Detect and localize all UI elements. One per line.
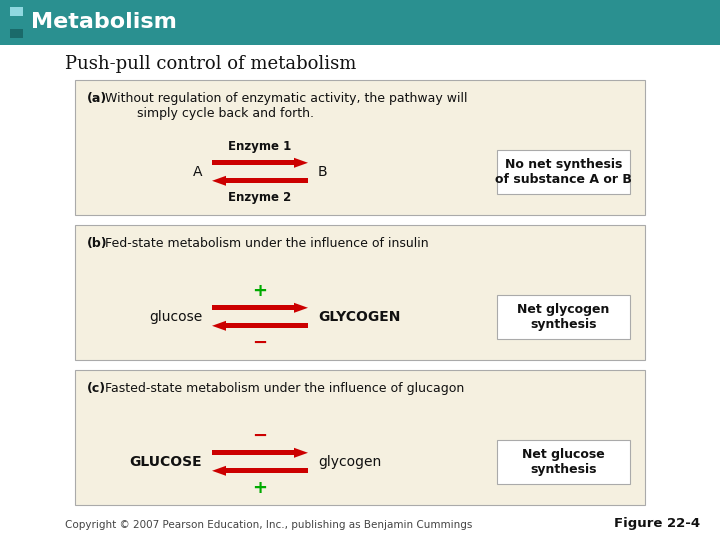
Bar [0,0,720,45]
Text: −: − [253,334,268,352]
Bar [75,80,645,215]
Text: Figure 22-4: Figure 22-4 [614,517,700,530]
Text: Net glycogen
synthesis: Net glycogen synthesis [517,303,610,331]
Text: +: + [253,282,268,300]
Text: Enzyme 2: Enzyme 2 [228,191,292,204]
Polygon shape [294,158,308,168]
Text: Net glucose
synthesis: Net glucose synthesis [522,448,605,476]
Polygon shape [294,448,308,458]
Bar [226,178,308,183]
Bar [10,7,23,16]
Text: Fasted-state metabolism under the influence of glucagon: Fasted-state metabolism under the influe… [105,382,464,395]
Text: Push-pull control of metabolism: Push-pull control of metabolism [65,55,356,73]
Text: Fed-state metabolism under the influence of insulin: Fed-state metabolism under the influence… [105,237,428,250]
Bar [497,295,630,339]
Bar [212,305,294,310]
Bar [497,150,630,194]
Text: −: − [253,427,268,445]
Polygon shape [294,303,308,313]
Bar [212,450,294,455]
Text: (c): (c) [87,382,106,395]
Text: A: A [192,165,202,179]
Text: GLUCOSE: GLUCOSE [130,455,202,469]
Bar [75,370,645,505]
Bar [212,160,294,165]
Polygon shape [212,466,226,476]
Text: glycogen: glycogen [318,455,382,469]
Text: GLYCOGEN: GLYCOGEN [318,310,400,324]
Text: Copyright © 2007 Pearson Education, Inc., publishing as Benjamin Cummings: Copyright © 2007 Pearson Education, Inc.… [65,520,472,530]
Text: (a): (a) [87,92,107,105]
Text: Without regulation of enzymatic activity, the pathway will
        simply cycle : Without regulation of enzymatic activity… [105,92,467,120]
Bar [10,18,23,27]
Text: Metabolism: Metabolism [31,12,177,32]
Bar [75,225,645,360]
Text: +: + [253,479,268,497]
Bar [10,29,23,38]
Text: B: B [318,165,328,179]
Polygon shape [212,176,226,186]
Text: glucose: glucose [149,310,202,324]
Text: (b): (b) [87,237,107,250]
Bar [226,323,308,328]
Text: No net synthesis
of substance A or B: No net synthesis of substance A or B [495,158,632,186]
Text: Enzyme 1: Enzyme 1 [228,140,292,153]
Polygon shape [212,321,226,331]
Bar [226,468,308,473]
Bar [497,440,630,484]
